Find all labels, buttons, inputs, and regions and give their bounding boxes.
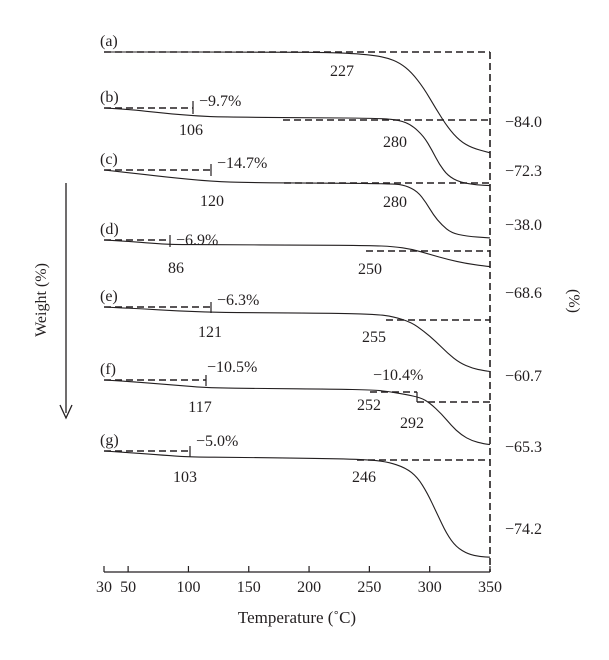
x-ticks: 30 50 100 150 200 250 300 350 [96, 566, 502, 596]
curve-d [103, 239, 491, 268]
x-tick-label: 250 [357, 579, 381, 596]
onset-label: 121 [198, 324, 222, 341]
weight-axis-arrow [59, 183, 73, 420]
stage-label: −5.0% [196, 433, 238, 450]
curve-g [103, 450, 491, 558]
total-loss-label: −68.6 [505, 285, 542, 302]
stage-label: −10.5% [207, 359, 257, 376]
onset-label: 255 [362, 329, 386, 346]
curve-label: (c) [100, 151, 118, 168]
curve-f [103, 379, 491, 446]
x-tick-label: 150 [237, 579, 261, 596]
curve-label: (d) [100, 221, 119, 238]
stage-label: −10.4% [373, 367, 423, 384]
onset-label: 227 [330, 63, 354, 80]
annotations: (a) −84.0 (b) −72.3 (c) −38.0 (d) −68.6 (e) −60.7… [100, 33, 542, 538]
curve-label: (b) [100, 89, 119, 106]
total-loss-label: −72.3 [505, 163, 542, 180]
onset-label: 292 [400, 415, 424, 432]
curve-label: (e) [100, 288, 118, 305]
total-loss-label: −84.0 [505, 114, 542, 131]
x-tick-label: 300 [418, 579, 442, 596]
chart-frame [104, 52, 491, 573]
onset-label: 106 [179, 122, 203, 139]
x-tick-label: 200 [297, 579, 321, 596]
stage-label: −14.7% [217, 155, 267, 172]
curve-label: (g) [100, 432, 119, 449]
y-axis-label-right: (%) [565, 289, 582, 313]
onset-label: 117 [188, 399, 211, 416]
total-loss-label: −65.3 [505, 439, 542, 456]
onset-label: 246 [352, 469, 376, 486]
onset-label: 280 [383, 134, 407, 151]
curve-label: (a) [100, 33, 118, 50]
x-tick-label: 30 [96, 579, 112, 596]
curve-e [103, 306, 491, 373]
curve-label: (f) [100, 361, 116, 378]
onset-label: 103 [173, 469, 197, 486]
stage-label: −6.9% [176, 232, 218, 249]
curve-c [103, 169, 491, 239]
onset-label: 252 [357, 397, 381, 414]
onset-label: 280 [383, 194, 407, 211]
x-tick-label: 100 [176, 579, 200, 596]
stage-label: −9.7% [199, 93, 241, 110]
curve-a [103, 51, 491, 154]
total-loss-label: −38.0 [505, 217, 542, 234]
onset-label: 120 [200, 193, 224, 210]
x-tick-label: 50 [120, 579, 136, 596]
onset-label: 86 [168, 260, 184, 277]
stage-label: −6.3% [217, 292, 259, 309]
total-loss-label: −60.7 [505, 368, 542, 385]
onset-label: 250 [358, 261, 382, 278]
total-loss-label: −74.2 [505, 521, 542, 538]
curves [103, 51, 491, 558]
x-tick-label: 350 [478, 579, 502, 596]
y-axis-label-left: Weight (%) [33, 263, 50, 337]
x-axis-label: Temperature (˚C) [238, 608, 356, 627]
